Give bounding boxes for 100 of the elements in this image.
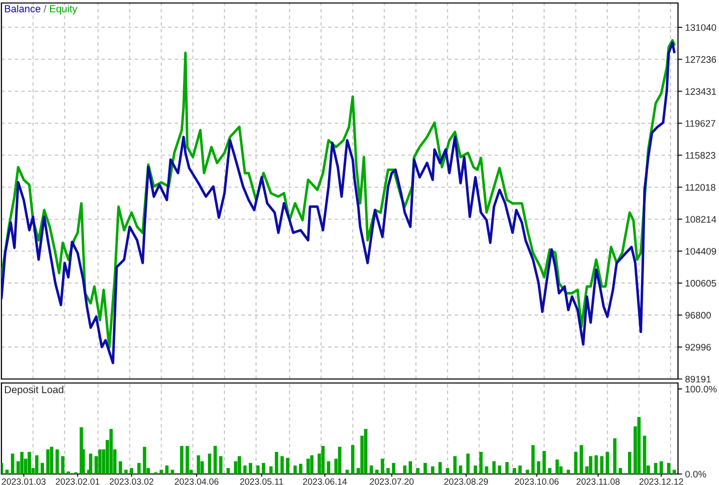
bar — [56, 449, 59, 474]
bar — [380, 458, 384, 474]
bar — [512, 468, 516, 474]
bar — [280, 456, 284, 474]
bar — [5, 470, 9, 474]
bar — [392, 462, 396, 474]
x-tick-label: 2023.08.29 — [444, 478, 488, 485]
bar — [642, 436, 646, 474]
bar — [531, 445, 535, 474]
x-tick-label: 2023.01.03 — [2, 478, 46, 485]
chart-title: Deposit Load — [4, 386, 64, 396]
bar — [88, 454, 92, 474]
bar — [594, 455, 598, 474]
bar — [613, 438, 616, 474]
y-tick-label: 112018 — [686, 184, 716, 191]
y-tick-label: 89191 — [685, 376, 711, 383]
y-tick-label: 119627 — [686, 120, 716, 127]
bar — [536, 461, 540, 474]
bar — [474, 465, 478, 474]
y-tick-label: 100.0% — [686, 386, 717, 392]
y-tick-label: 123431 — [686, 88, 716, 95]
bar — [214, 446, 217, 474]
bar — [446, 468, 450, 474]
bar — [61, 456, 64, 474]
bar — [386, 468, 390, 474]
x-tick-label: 2023.03.02 — [110, 478, 154, 485]
bar — [170, 470, 174, 474]
bar — [46, 449, 50, 474]
x-tick-label: 2023.11.08 — [576, 478, 620, 485]
bar — [566, 470, 570, 474]
bar — [299, 464, 302, 474]
bar — [109, 428, 113, 474]
bar — [618, 468, 622, 474]
bar — [600, 456, 604, 474]
bar — [40, 462, 44, 474]
bar — [293, 465, 297, 474]
bar — [226, 468, 230, 474]
bar — [430, 466, 434, 474]
bar — [124, 470, 128, 474]
x-tick-label: 2023.05.11 — [240, 478, 284, 485]
x-tick-label: 2023.04.06 — [174, 478, 218, 485]
y-tick-label: 108214 — [686, 216, 716, 223]
bar — [492, 461, 496, 474]
x-tick-label: 2023.10.06 — [514, 478, 559, 485]
bar — [326, 461, 330, 474]
bar — [10, 454, 14, 474]
bar — [416, 468, 420, 474]
bar — [424, 462, 427, 474]
bar — [606, 452, 610, 474]
bar — [50, 446, 54, 474]
bar — [28, 452, 31, 474]
bar — [180, 446, 184, 474]
y-tick-label: 131040 — [686, 24, 716, 31]
bar — [370, 465, 373, 474]
bar — [556, 460, 559, 474]
y-tick-label: 115823 — [686, 152, 716, 159]
bar — [160, 470, 163, 474]
bar — [306, 458, 310, 474]
bar — [118, 461, 122, 474]
bar — [403, 465, 406, 474]
bar — [375, 470, 379, 474]
bar — [66, 471, 70, 474]
x-tick-label: 2023.02.01 — [56, 478, 100, 485]
bar — [526, 470, 530, 474]
bar — [453, 456, 457, 474]
y-tick-label: 104409 — [686, 248, 716, 255]
bar — [588, 456, 592, 474]
bar — [637, 417, 641, 474]
bar — [667, 462, 670, 474]
bar — [660, 461, 663, 474]
bar — [542, 451, 546, 474]
bar — [35, 455, 38, 474]
bar — [672, 470, 676, 474]
y-tick-label: 92996 — [685, 344, 711, 351]
annotation: / — [44, 4, 46, 12]
bar — [364, 428, 368, 474]
bar — [130, 468, 134, 474]
text: Balance — [4, 4, 40, 12]
y-tick-label: 100605 — [686, 280, 716, 287]
bar — [345, 470, 349, 474]
y-tick-label: 127236 — [686, 56, 716, 63]
bar — [580, 445, 584, 474]
bar — [20, 452, 24, 474]
y-tick-label: 0.0% — [685, 470, 706, 478]
bar — [628, 452, 632, 474]
bar — [338, 446, 342, 474]
bar — [186, 446, 189, 474]
bar — [574, 452, 578, 474]
bar — [438, 462, 442, 474]
bar — [208, 454, 212, 474]
bar — [351, 445, 354, 474]
y-tick-label: 96800 — [685, 312, 711, 319]
bar — [654, 462, 658, 474]
x-tick-label: 2023.07.20 — [370, 478, 414, 485]
bar — [548, 468, 552, 474]
bar — [219, 456, 222, 474]
text: Equity — [50, 4, 78, 14]
bar — [165, 465, 169, 474]
bar — [505, 462, 509, 474]
bar — [466, 454, 470, 474]
